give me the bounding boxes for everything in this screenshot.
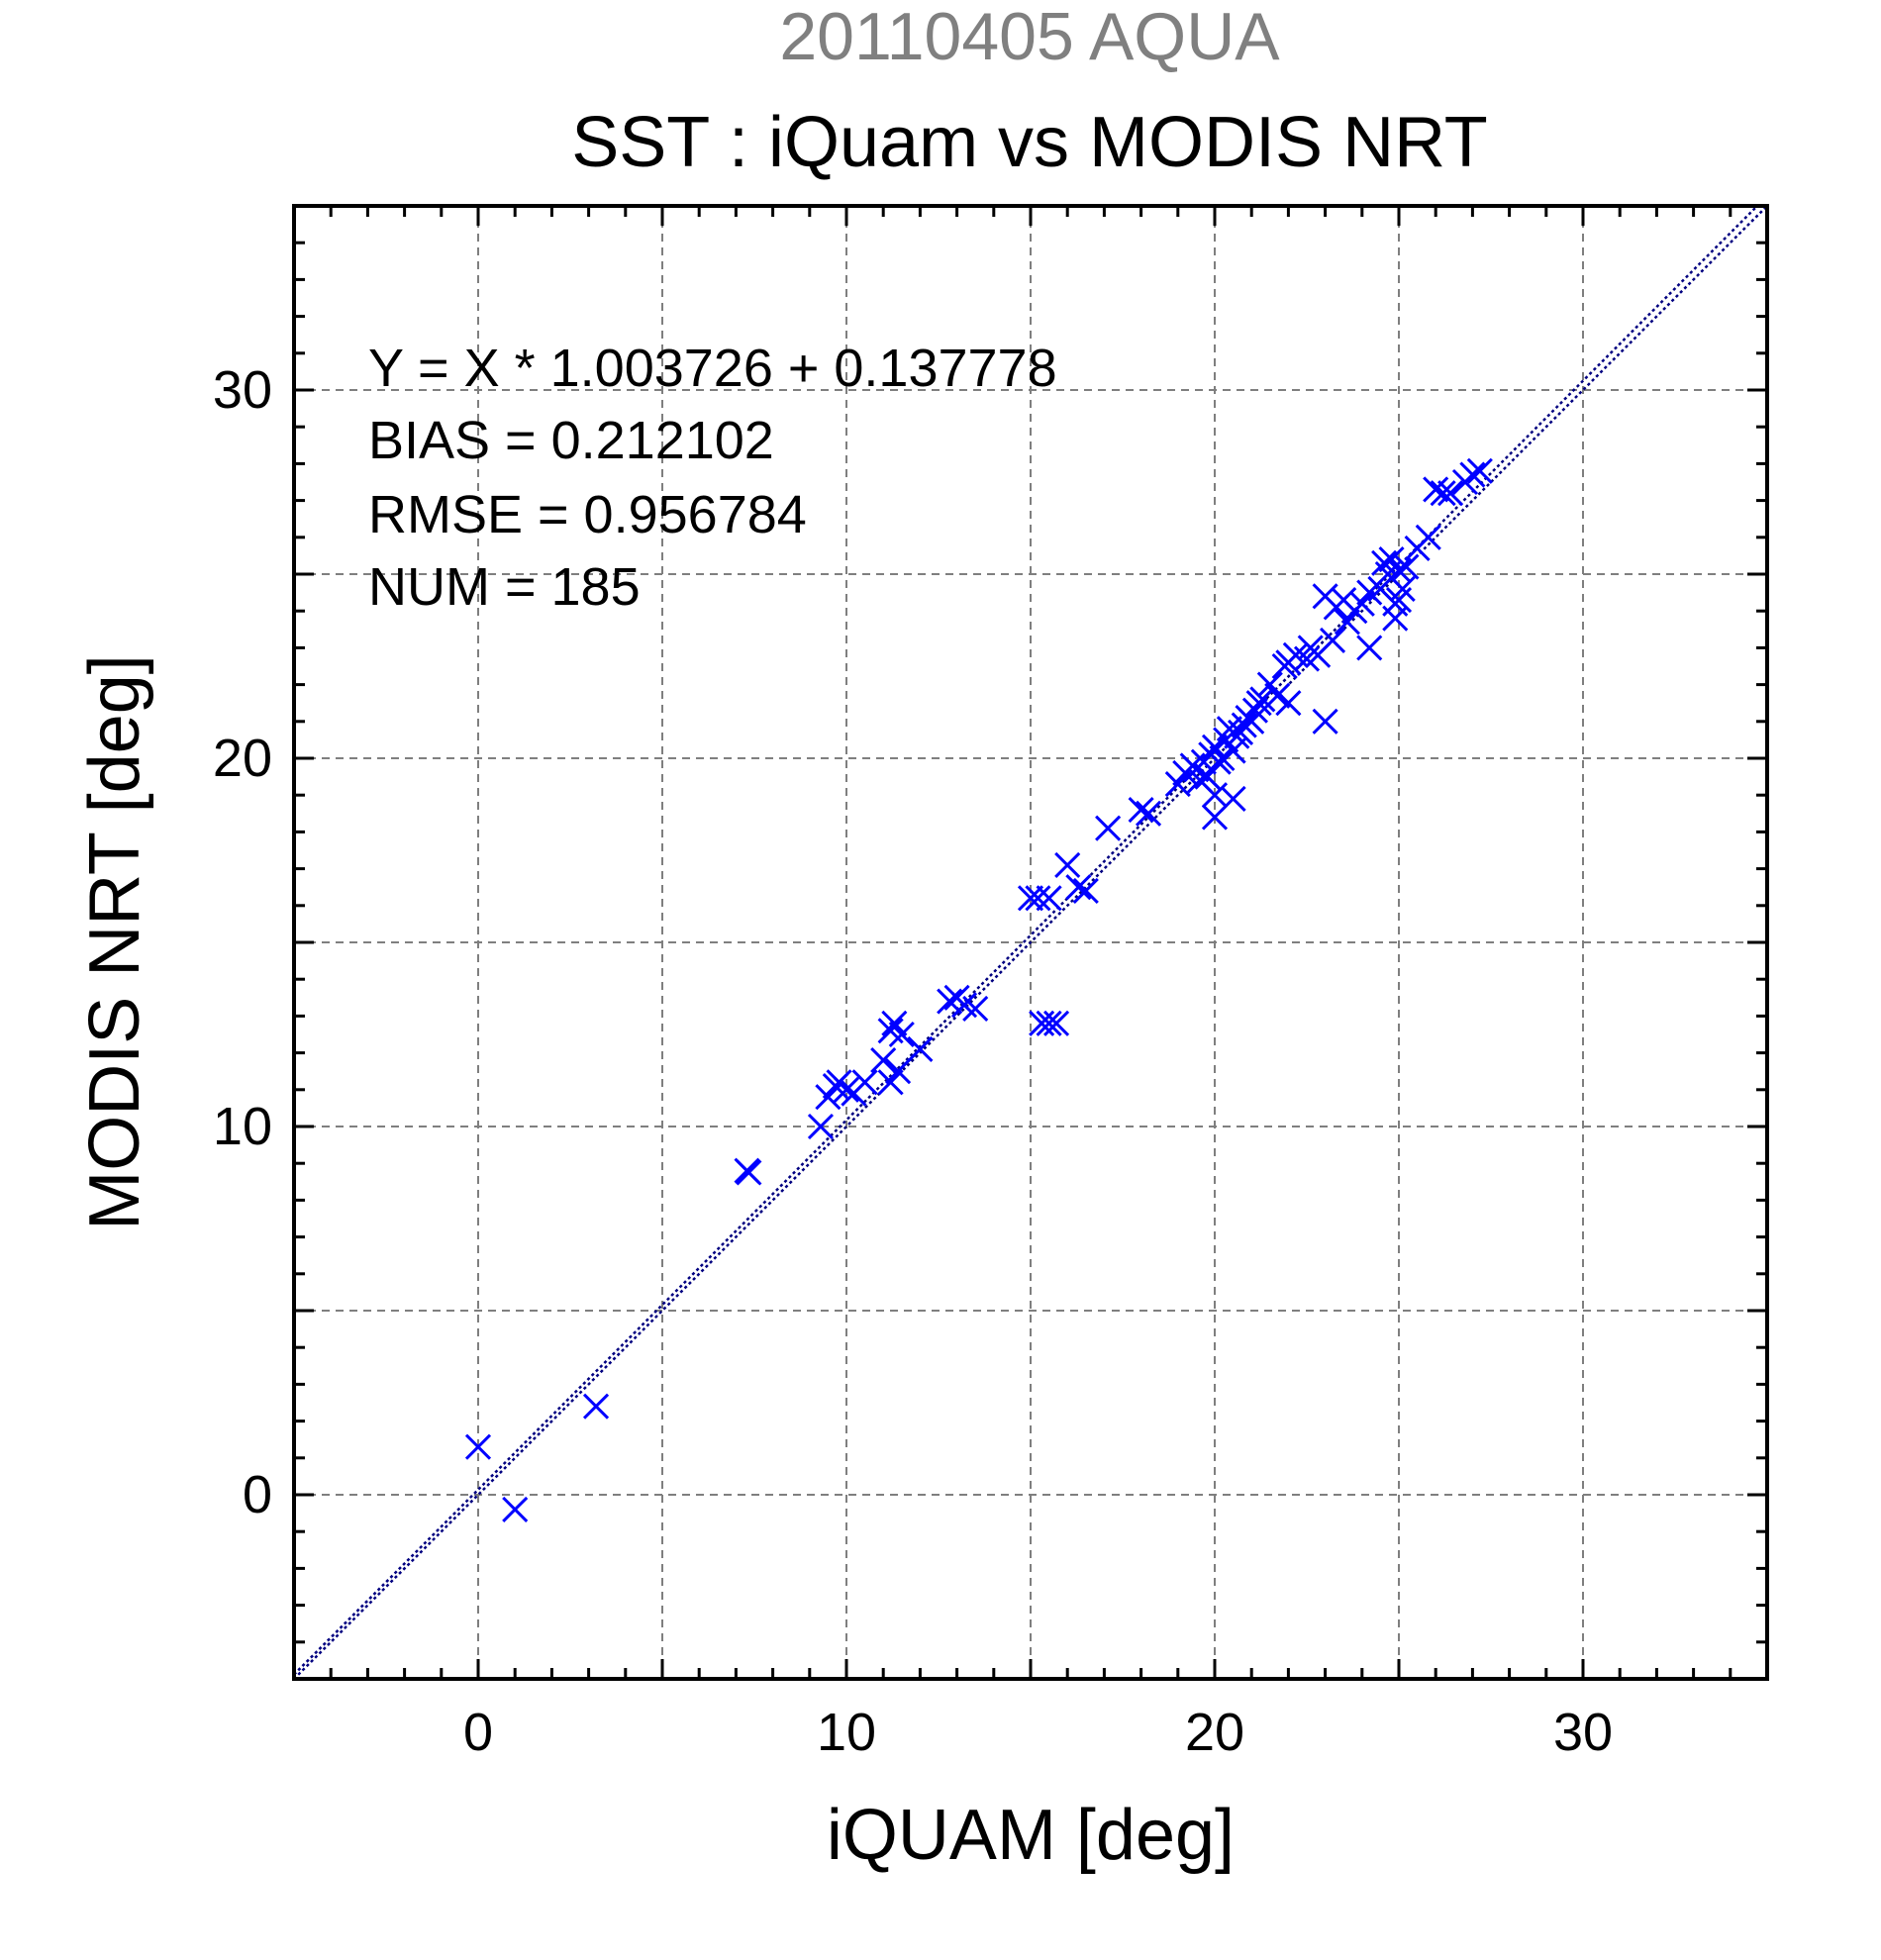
data-point: [1036, 885, 1062, 912]
y-tick-label: 10: [213, 1097, 272, 1156]
stats-box: Y = X * 1.003726 + 0.137778 BIAS = 0.212…: [368, 339, 1057, 617]
data-point: [1128, 797, 1154, 824]
x-axis-label: iQUAM [deg]: [827, 1796, 1235, 1875]
chart-suptitle: 20110405 AQUA: [779, 0, 1280, 74]
data-point: [502, 1496, 529, 1522]
data-point: [736, 1159, 762, 1186]
data-point: [1356, 635, 1383, 661]
data-point: [1319, 627, 1346, 654]
data-point: [1220, 785, 1246, 812]
regression-lines: [294, 206, 1767, 1679]
data-point: [1415, 524, 1441, 550]
data-point: [1017, 885, 1044, 912]
data-point: [1437, 480, 1464, 507]
x-tick-label: 0: [463, 1703, 493, 1762]
data-point: [1378, 546, 1405, 573]
data-point: [1036, 1010, 1062, 1036]
plot-frame: [292, 204, 1769, 1681]
data-point: [885, 1058, 912, 1085]
data-point: [815, 1084, 842, 1111]
stats-line-bias: BIAS = 0.212102: [368, 411, 774, 470]
data-point: [1264, 682, 1291, 709]
data-point: [1348, 590, 1375, 617]
data-point: [1135, 800, 1162, 827]
data-point: [1423, 476, 1449, 503]
chart-title: SST : iQuam vs MODIS NRT: [571, 103, 1488, 182]
stats-line-rmse: RMSE = 0.956784: [368, 485, 807, 544]
x-tick-label: 20: [1185, 1703, 1244, 1762]
data-point: [937, 988, 963, 1015]
data-point: [1054, 851, 1081, 878]
data-point: [807, 1113, 835, 1140]
data-point: [1385, 586, 1413, 614]
data-point: [582, 1393, 610, 1420]
data-point: [851, 1069, 878, 1096]
data-point: [1025, 885, 1051, 912]
data-point: [1095, 815, 1122, 841]
data-point: [1393, 553, 1420, 580]
line-1:1: [294, 206, 1767, 1679]
data-point: [464, 1433, 492, 1460]
data-point: [888, 1021, 915, 1048]
y-axis-label: MODIS NRT [deg]: [75, 654, 154, 1230]
data-point: [907, 1035, 934, 1062]
tick-labels: 0 10 20 30 0 10 20 30: [213, 360, 1613, 1762]
data-point: [877, 1069, 904, 1096]
x-tick-label: 30: [1553, 1703, 1613, 1762]
data-point: [1249, 686, 1276, 713]
data-point: [1065, 874, 1092, 901]
data-point: [1164, 770, 1191, 798]
x-tick-label: 10: [817, 1703, 876, 1762]
data-point: [1231, 712, 1257, 738]
data-point: [1334, 609, 1360, 636]
data-point: [1042, 1010, 1070, 1036]
data-point: [962, 995, 989, 1023]
data-point: [1194, 763, 1221, 790]
y-tick-label: 0: [243, 1465, 272, 1524]
data-points: [464, 457, 1493, 1522]
data-point: [881, 1010, 908, 1036]
data-point: [870, 1046, 897, 1074]
stats-line-fit: Y = X * 1.003726 + 0.137778: [368, 339, 1057, 398]
y-tick-label: 20: [213, 729, 272, 788]
stats-line-num: NUM = 185: [368, 557, 641, 617]
data-point: [1312, 708, 1338, 735]
data-point: [1356, 579, 1383, 606]
data-point: [1466, 457, 1493, 484]
data-point: [1430, 480, 1456, 507]
data-point: [1220, 737, 1246, 764]
data-point: [1241, 697, 1268, 724]
data-point: [833, 1076, 860, 1103]
data-point: [1072, 877, 1099, 904]
y-tick-label: 30: [213, 360, 272, 420]
data-point: [1275, 690, 1302, 717]
data-point: [1459, 461, 1486, 488]
